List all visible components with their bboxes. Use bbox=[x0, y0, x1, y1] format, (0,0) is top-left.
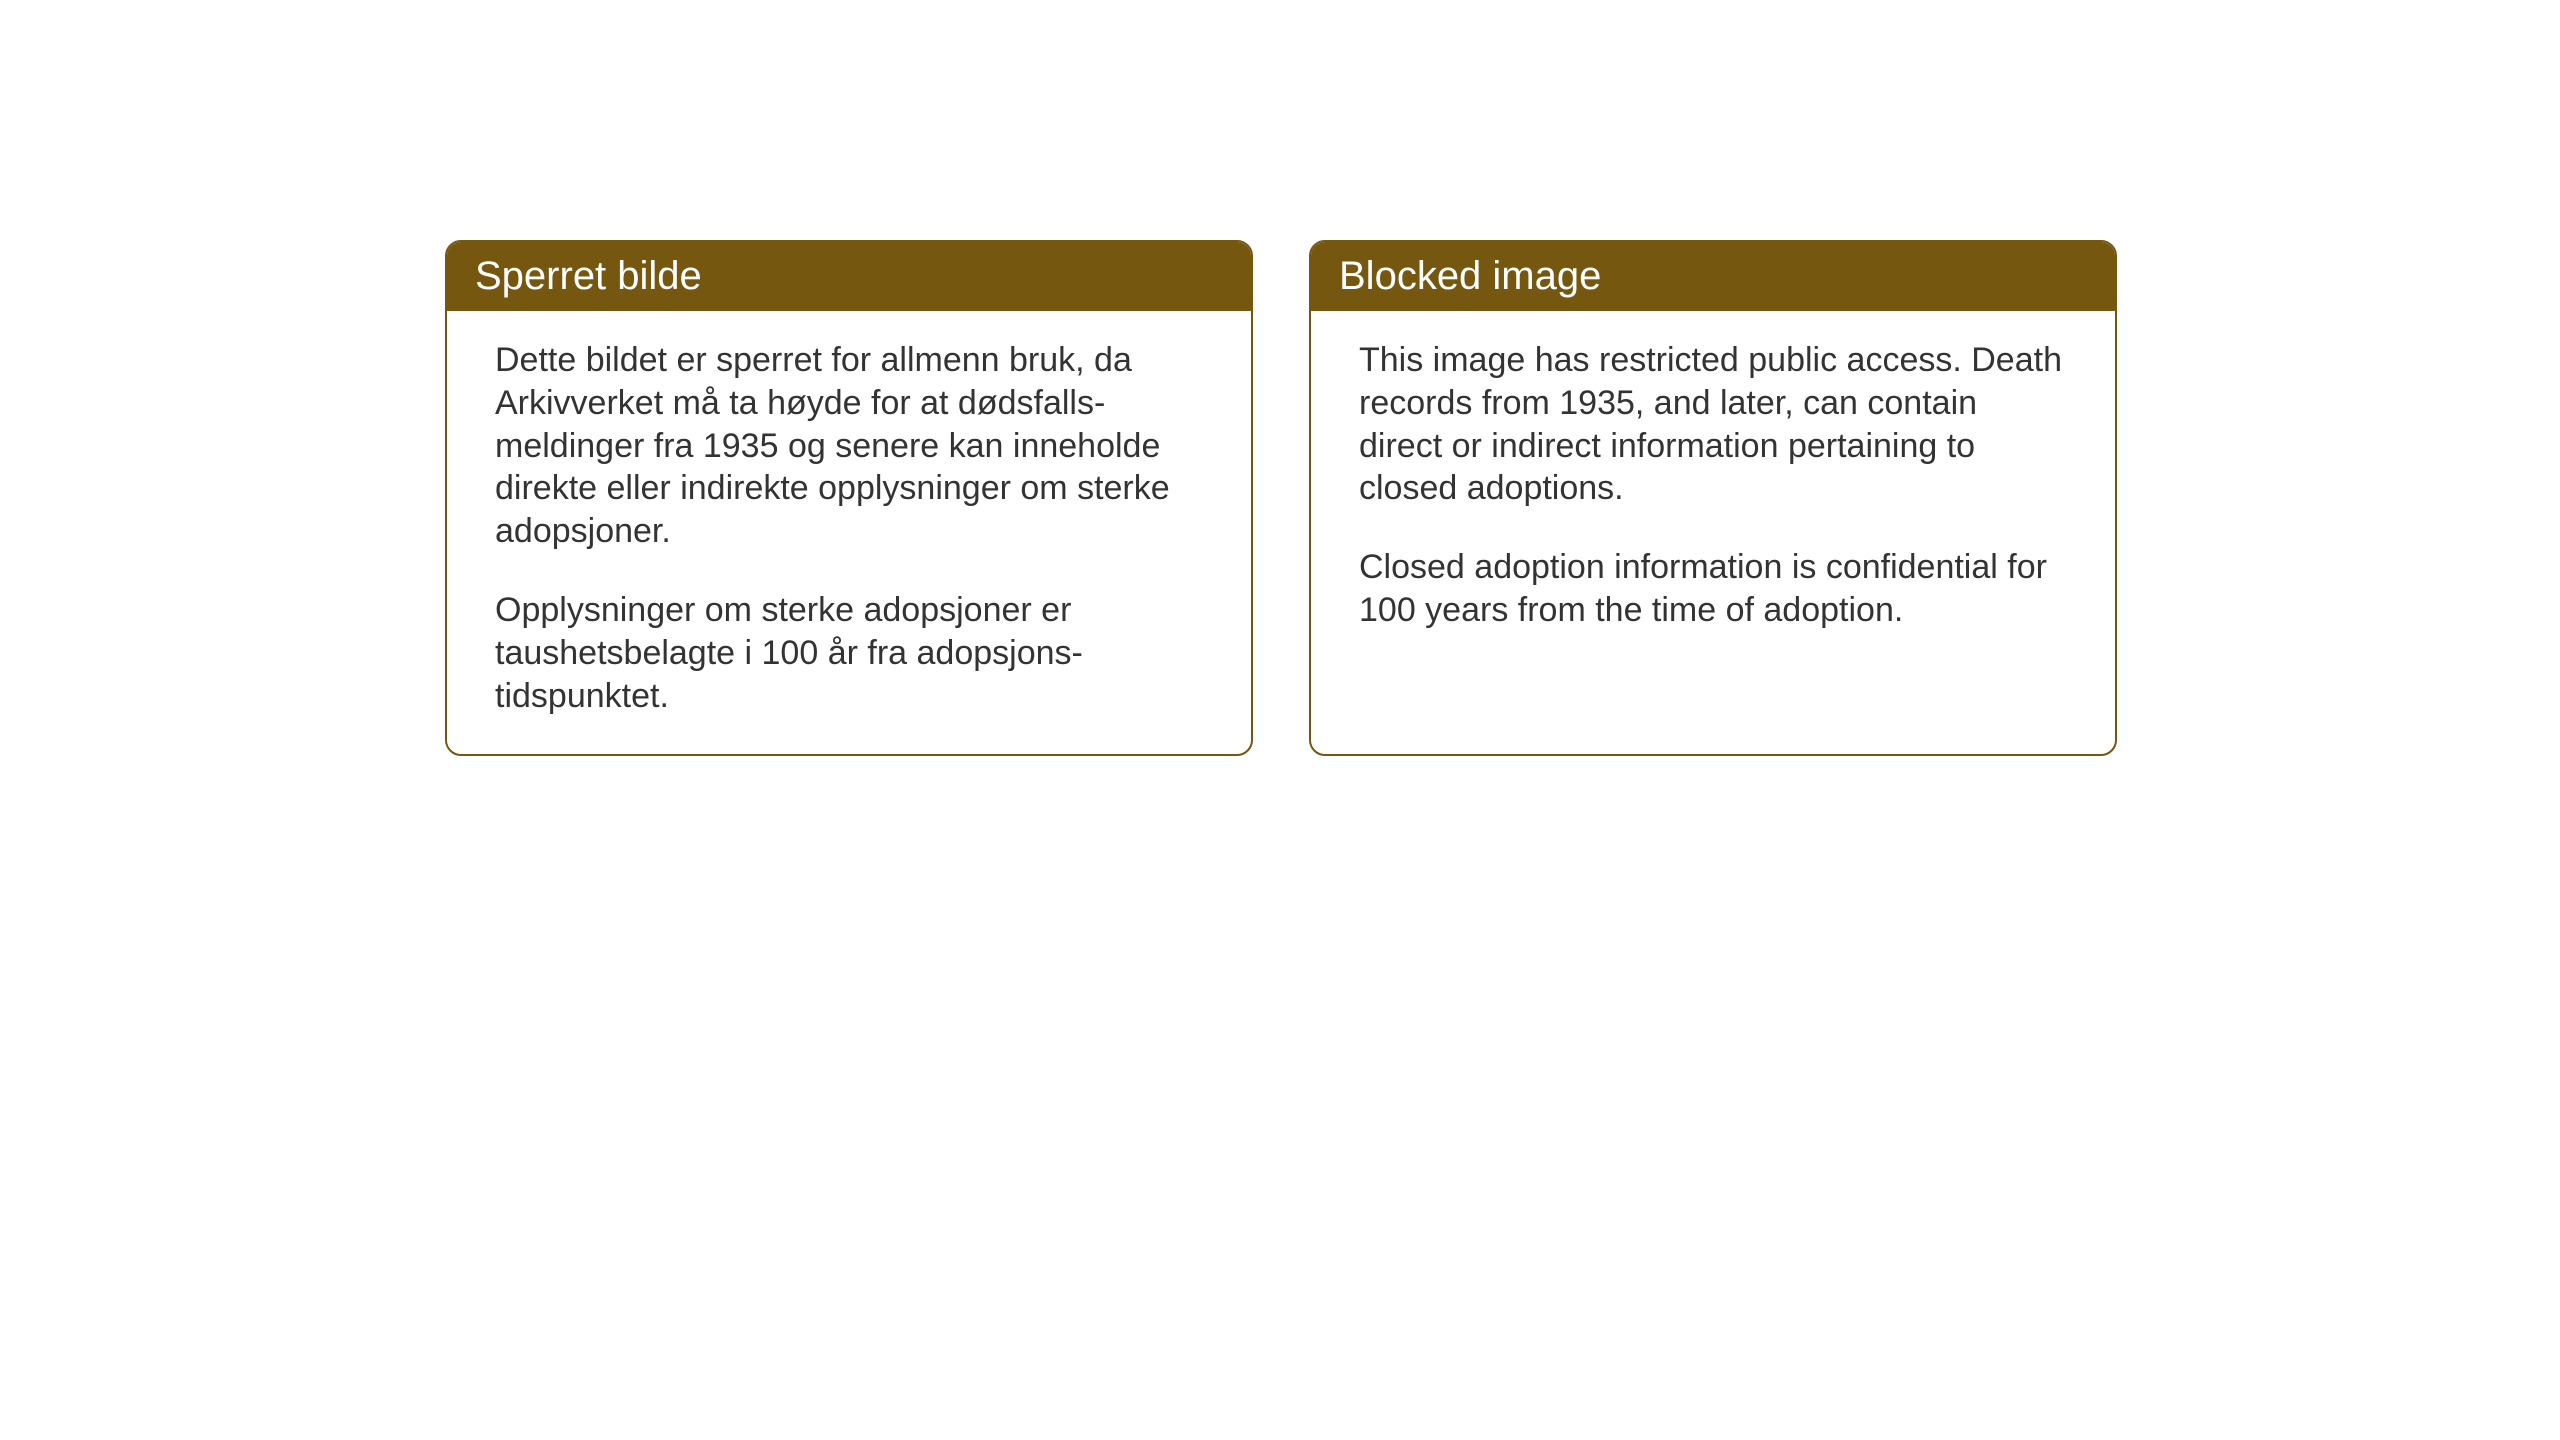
notice-container: Sperret bilde Dette bildet er sperret fo… bbox=[445, 240, 2117, 756]
norwegian-paragraph-1: Dette bildet er sperret for allmenn bruk… bbox=[495, 339, 1203, 553]
english-card-body: This image has restricted public access.… bbox=[1311, 311, 2115, 668]
norwegian-card-title: Sperret bilde bbox=[447, 242, 1251, 311]
english-paragraph-2: Closed adoption information is confident… bbox=[1359, 546, 2067, 632]
norwegian-notice-card: Sperret bilde Dette bildet er sperret fo… bbox=[445, 240, 1253, 756]
english-paragraph-1: This image has restricted public access.… bbox=[1359, 339, 2067, 510]
english-card-title: Blocked image bbox=[1311, 242, 2115, 311]
norwegian-paragraph-2: Opplysninger om sterke adopsjoner er tau… bbox=[495, 589, 1203, 717]
norwegian-card-body: Dette bildet er sperret for allmenn bruk… bbox=[447, 311, 1251, 754]
english-notice-card: Blocked image This image has restricted … bbox=[1309, 240, 2117, 756]
